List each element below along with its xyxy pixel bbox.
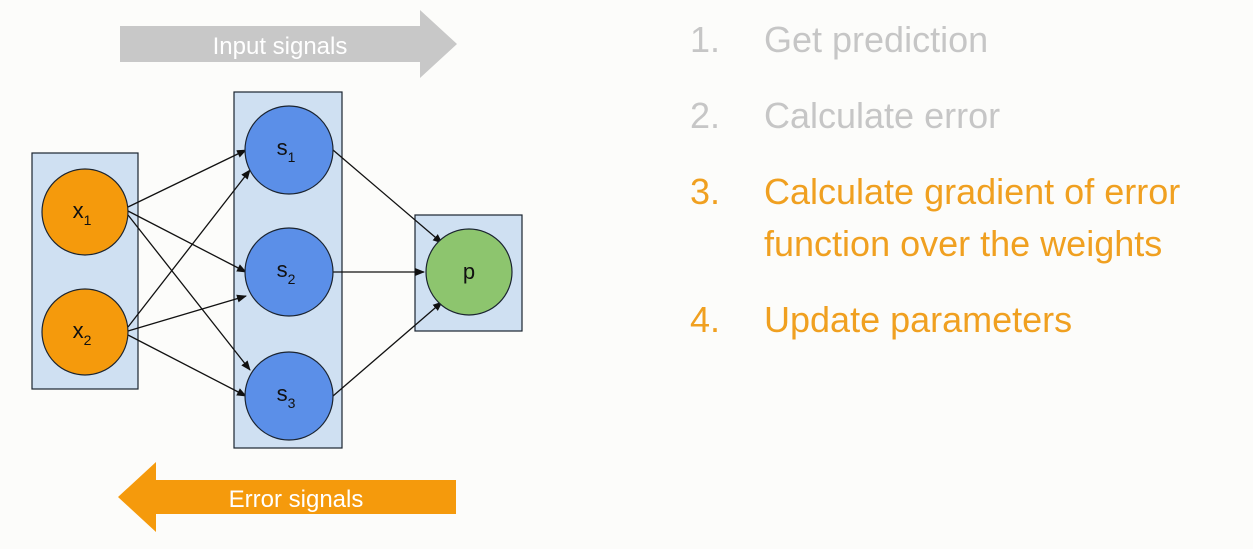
- svg-text:s1: s1: [277, 135, 296, 165]
- step-item-1: 1. Get prediction: [690, 14, 1250, 66]
- edge-x1-s3: [127, 214, 251, 371]
- node-x2: x2: [41, 288, 129, 376]
- node-s2: s2: [244, 227, 334, 317]
- step-text: Update parameters: [764, 299, 1073, 340]
- neural-network-diagram: Input signals Error signals x1 x2 s1: [31, 10, 523, 532]
- node-x1-circle: [41, 168, 129, 256]
- step-number: 1.: [690, 19, 721, 60]
- step-item-2: 2. Calculate error: [690, 90, 1250, 142]
- node-s3-circle: [244, 351, 334, 441]
- connections: [127, 149, 443, 397]
- node-s2-label: s: [277, 257, 288, 282]
- node-x2-subscript: 2: [84, 332, 92, 348]
- svg-text:x1: x1: [73, 198, 92, 228]
- node-x1-label: x: [73, 198, 84, 223]
- node-x2-circle: [41, 288, 129, 376]
- step-item-4: 4. Update parameters: [690, 294, 1250, 346]
- svg-text:s2: s2: [277, 257, 296, 287]
- input-signals-arrow: [120, 10, 457, 78]
- step-number: 3.: [690, 171, 721, 212]
- error-signals-arrow: [118, 462, 456, 532]
- edge-x1-s2: [127, 210, 247, 273]
- node-s1-subscript: 1: [288, 149, 296, 165]
- training-steps-list: 1. Get prediction 2. Calculate error 3. Calcu…: [690, 14, 1250, 370]
- node-s1-label: s: [277, 135, 288, 160]
- error-signals-label: Error signals: [229, 486, 364, 513]
- svg-text:s3: s3: [277, 381, 296, 411]
- node-p: p: [425, 228, 513, 316]
- step-text: Calculate error: [764, 95, 1001, 136]
- node-x1-subscript: 1: [84, 212, 92, 228]
- node-s3: s3: [244, 351, 334, 441]
- svg-text:x2: x2: [73, 318, 92, 348]
- edge-s1-p: [332, 149, 443, 244]
- edge-s3-p: [332, 301, 443, 397]
- node-p-circle: [425, 228, 513, 316]
- step-number: 2.: [690, 95, 721, 136]
- step-text: Get prediction: [764, 19, 989, 60]
- edge-x1-s1: [127, 149, 247, 208]
- node-s2-subscript: 2: [288, 271, 296, 287]
- node-s1-circle: [244, 105, 334, 195]
- edge-x2-s2: [127, 294, 247, 332]
- step-item-3: 3. Calculate gradient of error function o…: [690, 166, 1250, 270]
- edge-x2-s3: [127, 334, 247, 397]
- input-signals-label: Input signals: [213, 33, 348, 60]
- node-s3-subscript: 3: [288, 395, 296, 411]
- node-x1: x1: [41, 168, 129, 256]
- step-text: Calculate gradient of error function ove…: [764, 171, 1181, 264]
- node-s1: s1: [244, 105, 334, 195]
- node-s2-circle: [244, 227, 334, 317]
- step-number: 4.: [690, 299, 721, 340]
- node-s3-label: s: [277, 381, 288, 406]
- node-p-label: p: [463, 259, 475, 284]
- node-x2-label: x: [73, 318, 84, 343]
- edge-x2-s1: [127, 169, 251, 328]
